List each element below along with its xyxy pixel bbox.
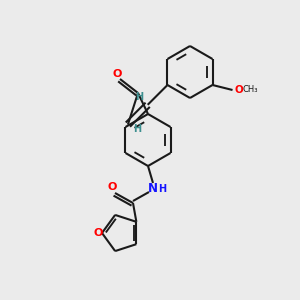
Text: O: O <box>93 228 103 238</box>
Text: H: H <box>158 184 166 194</box>
Text: O: O <box>107 182 117 192</box>
Text: CH₃: CH₃ <box>242 85 258 94</box>
Text: O: O <box>112 69 122 79</box>
Text: H: H <box>136 92 144 102</box>
Text: H: H <box>133 124 141 134</box>
Text: N: N <box>148 182 158 194</box>
Text: O: O <box>235 85 243 95</box>
